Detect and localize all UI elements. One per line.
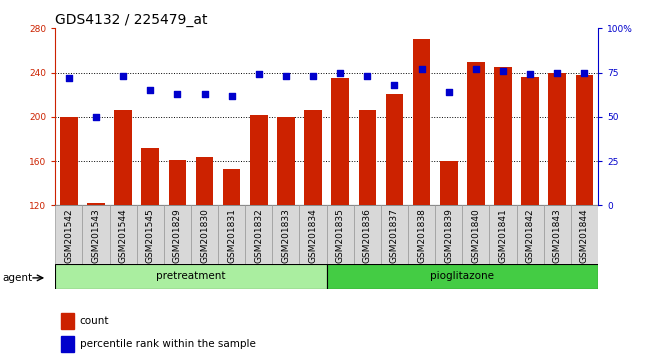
Text: GSM201545: GSM201545: [146, 208, 155, 263]
FancyBboxPatch shape: [327, 264, 598, 289]
Bar: [168, 160, 186, 205]
Bar: [250, 115, 268, 205]
Text: GSM201836: GSM201836: [363, 208, 372, 263]
Bar: [549, 73, 566, 205]
Text: GSM201831: GSM201831: [227, 208, 236, 263]
Bar: [60, 313, 74, 329]
Bar: [521, 77, 539, 205]
Point: [417, 66, 427, 72]
Point: [308, 73, 318, 79]
Text: agent: agent: [2, 273, 32, 283]
Text: GSM201838: GSM201838: [417, 208, 426, 263]
FancyBboxPatch shape: [381, 205, 408, 264]
Point: [172, 91, 183, 97]
Bar: [114, 110, 132, 205]
Point: [200, 91, 210, 97]
Text: GSM201542: GSM201542: [64, 208, 73, 263]
Bar: [440, 161, 458, 205]
Point: [91, 114, 101, 120]
Text: GSM201834: GSM201834: [309, 208, 318, 263]
Text: GSM201844: GSM201844: [580, 208, 589, 263]
FancyBboxPatch shape: [543, 205, 571, 264]
FancyBboxPatch shape: [436, 205, 462, 264]
Text: GSM201835: GSM201835: [335, 208, 345, 263]
Bar: [277, 117, 294, 205]
FancyBboxPatch shape: [164, 205, 191, 264]
FancyBboxPatch shape: [55, 205, 83, 264]
Point: [362, 73, 372, 79]
FancyBboxPatch shape: [354, 205, 381, 264]
Point: [335, 70, 345, 75]
Point: [254, 72, 264, 77]
Point: [579, 70, 590, 75]
Text: pioglitazone: pioglitazone: [430, 271, 494, 281]
FancyBboxPatch shape: [517, 205, 543, 264]
Bar: [304, 110, 322, 205]
Point: [552, 70, 562, 75]
Point: [471, 66, 481, 72]
Bar: [60, 117, 77, 205]
FancyBboxPatch shape: [191, 205, 218, 264]
Text: pretreatment: pretreatment: [156, 271, 226, 281]
Text: GSM201833: GSM201833: [281, 208, 291, 263]
Point: [498, 68, 508, 74]
Bar: [223, 169, 240, 205]
Text: GSM201543: GSM201543: [92, 208, 101, 263]
FancyBboxPatch shape: [571, 205, 598, 264]
Text: GSM201842: GSM201842: [526, 208, 535, 263]
Bar: [385, 93, 403, 205]
Bar: [494, 67, 512, 205]
Point: [525, 72, 536, 77]
Point: [118, 73, 128, 79]
Bar: [142, 148, 159, 205]
FancyBboxPatch shape: [245, 205, 272, 264]
Text: GSM201544: GSM201544: [118, 208, 127, 263]
FancyBboxPatch shape: [489, 205, 517, 264]
Text: GSM201832: GSM201832: [254, 208, 263, 263]
Text: count: count: [80, 316, 109, 326]
Point: [64, 75, 74, 81]
Point: [281, 73, 291, 79]
FancyBboxPatch shape: [272, 205, 300, 264]
Text: percentile rank within the sample: percentile rank within the sample: [80, 339, 255, 349]
Bar: [413, 39, 430, 205]
Bar: [576, 75, 593, 205]
FancyBboxPatch shape: [109, 205, 136, 264]
Text: GSM201841: GSM201841: [499, 208, 508, 263]
Bar: [332, 78, 349, 205]
FancyBboxPatch shape: [83, 205, 109, 264]
Point: [145, 87, 155, 93]
Text: GSM201837: GSM201837: [390, 208, 399, 263]
FancyBboxPatch shape: [218, 205, 245, 264]
Text: GSM201830: GSM201830: [200, 208, 209, 263]
Bar: [467, 62, 485, 205]
Bar: [359, 110, 376, 205]
Text: GDS4132 / 225479_at: GDS4132 / 225479_at: [55, 13, 208, 27]
FancyBboxPatch shape: [327, 205, 354, 264]
Bar: [87, 203, 105, 205]
Point: [226, 93, 237, 98]
Point: [389, 82, 400, 88]
FancyBboxPatch shape: [408, 205, 436, 264]
FancyBboxPatch shape: [462, 205, 489, 264]
Point: [443, 89, 454, 95]
Bar: [196, 156, 213, 205]
FancyBboxPatch shape: [55, 264, 327, 289]
FancyBboxPatch shape: [300, 205, 327, 264]
Bar: [60, 336, 74, 352]
Text: GSM201843: GSM201843: [552, 208, 562, 263]
Text: GSM201839: GSM201839: [444, 208, 453, 263]
Text: GSM201840: GSM201840: [471, 208, 480, 263]
Text: GSM201829: GSM201829: [173, 208, 182, 263]
FancyBboxPatch shape: [136, 205, 164, 264]
